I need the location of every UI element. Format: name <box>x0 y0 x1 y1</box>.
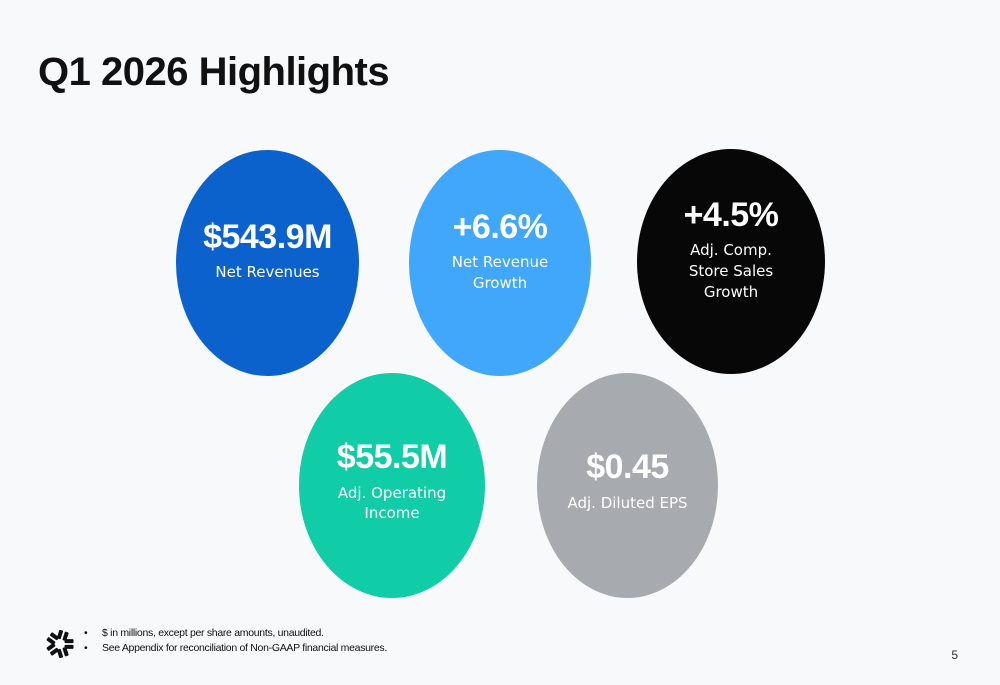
highlight-adj-diluted-eps: $0.45 Adj. Diluted EPS <box>537 373 718 598</box>
footnotes: $ in millions, except per share amounts,… <box>84 626 387 656</box>
logo-ray <box>46 643 56 651</box>
highlight-net-revenue-growth: +6.6% Net Revenue Growth <box>409 150 591 376</box>
highlight-value: +4.5% <box>683 195 779 234</box>
highlight-label: Adj. Operating Income <box>337 483 447 523</box>
highlight-value: $0.45 <box>586 448 669 487</box>
highlight-label: Net Revenue Growth <box>451 253 549 292</box>
footnote: See Appendix for reconciliation of Non-G… <box>84 641 387 656</box>
starburst-logo-icon <box>46 629 74 659</box>
highlight-comp-store-sales-growth: +4.5% Adj. Comp. Store Sales Growth <box>637 149 825 374</box>
highlight-value: +6.6% <box>452 207 548 246</box>
highlight-net-revenues: $543.9M Net Revenues <box>176 150 359 376</box>
highlight-label: Net Revenues <box>215 263 320 282</box>
highlight-value: $55.5M <box>336 438 448 477</box>
footnote: $ in millions, except per share amounts,… <box>84 626 387 641</box>
slide-title: Q1 2026 Highlights <box>38 50 390 94</box>
highlight-value: $543.9M <box>203 217 332 256</box>
logo-ray <box>64 644 74 649</box>
logo-ray <box>49 647 59 656</box>
logo-ray <box>64 639 74 644</box>
page-number: 5 <box>951 648 958 662</box>
highlight-adj-operating-income: $55.5M Adj. Operating Income <box>299 373 485 598</box>
logo-ray <box>46 637 56 645</box>
logo-ray <box>62 647 69 657</box>
logo-ray <box>49 632 59 641</box>
highlight-label: Adj. Diluted EPS <box>567 493 688 512</box>
logo-ray <box>62 631 69 641</box>
highlight-label: Adj. Comp. Store Sales Growth <box>688 241 774 301</box>
